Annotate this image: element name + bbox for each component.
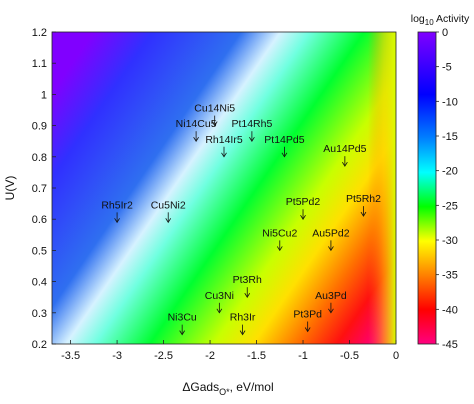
colorbar-tick-label: -45 xyxy=(442,339,458,351)
y-tick-label: 0.6 xyxy=(32,214,47,226)
colorbar-tick-label: 0 xyxy=(442,27,448,39)
annotation-label: Au3Pd xyxy=(315,290,347,302)
colorbar-tick-label: -15 xyxy=(442,131,458,143)
annotation-arrow-head xyxy=(328,308,334,314)
annotation-label: Pt3Pd xyxy=(293,309,322,321)
x-tick-label: -2.5 xyxy=(154,350,173,362)
x-tick-label: -2 xyxy=(205,350,215,362)
annotation-arrow-head xyxy=(300,214,306,220)
colorbar-tick-label: -40 xyxy=(442,304,458,316)
annotation-arrow-head xyxy=(193,136,199,142)
annotation-label: Cu3Ni xyxy=(205,290,234,302)
annotation-arrow-head xyxy=(249,136,255,142)
annotation-label: Cu14Ni5 xyxy=(194,103,235,115)
annotation-arrow-head xyxy=(221,152,227,158)
annotation-label: Ni3Cu xyxy=(168,312,197,324)
annotation-label: Pt3Rh xyxy=(233,274,262,286)
colorbar-tick-label: -35 xyxy=(442,270,458,282)
annotation-arrow-head xyxy=(342,161,348,167)
x-axis-label: ΔGadsO*, eV/mol xyxy=(182,380,273,397)
x-tick-label: -3 xyxy=(112,350,122,362)
annotation-layer: Cu14Ni5 Ni14Cu5 Pt14Rh5 Rh14Ir5 Pt14Pd5 Au14P… xyxy=(101,103,381,336)
annotation-label: Ni14Cu5 xyxy=(176,118,217,130)
annotation-arrow-head xyxy=(328,246,334,252)
x-tick-label: -0.5 xyxy=(340,350,359,362)
x-tick-label: -3.5 xyxy=(61,350,80,362)
annotation-label: Rh3Ir xyxy=(230,312,256,324)
colorbar-tick-label: -20 xyxy=(442,166,458,178)
annotation-label: Pt14Rh5 xyxy=(231,118,272,130)
colorbar-tick-label: -5 xyxy=(442,62,452,74)
annotation-arrow-head xyxy=(281,152,288,158)
annotation-arrow-head xyxy=(360,211,367,217)
x-tick-label: -1.5 xyxy=(247,350,266,362)
colorbar-tick-label: -10 xyxy=(442,96,458,108)
annotation-arrow-head xyxy=(114,218,120,224)
annotation-arrow-head xyxy=(165,218,172,224)
x-tick-label: -1 xyxy=(298,350,308,362)
y-tick-label: 0.7 xyxy=(32,183,47,195)
annotation-arrow-head xyxy=(211,121,218,127)
colorbar-tick-label: -30 xyxy=(442,235,458,247)
colorbar: log10 Activity 0 -5 -10 -15 -20 -25 -30 -35 -40 -… xyxy=(411,13,470,351)
annotation-label: Pt14Pd5 xyxy=(264,134,304,146)
annotation-label: Pt5Pd2 xyxy=(286,196,321,208)
y-axis: 0.2 0.3 0.4 0.5 0.6 0.7 0.8 0.9 1 1.1 1.2 xyxy=(32,27,56,351)
annotation-arrow-head xyxy=(276,246,283,252)
colorbar-gradient xyxy=(417,31,437,345)
y-axis-label: U(V) xyxy=(3,176,17,201)
colorbar-tick-label: -25 xyxy=(442,200,458,212)
annotation-arrow-head xyxy=(244,292,251,298)
annotation-arrow-head xyxy=(239,330,246,336)
annotation-label: Ni5Cu2 xyxy=(262,227,297,239)
y-tick-label: 0.9 xyxy=(32,121,47,133)
y-tick-label: 0.4 xyxy=(32,277,47,289)
annotation-label: Au5Pd2 xyxy=(312,227,350,239)
colorbar-title: log10 Activity xyxy=(411,13,470,27)
annotation-label: Cu5Ni2 xyxy=(151,199,186,211)
annotation-label: Pt5Rh2 xyxy=(346,193,381,205)
annotation-label: Rh14Ir5 xyxy=(205,134,243,146)
annotation-arrow-head xyxy=(179,330,186,336)
annotation-label: Rh5Ir2 xyxy=(101,199,133,211)
y-tick-label: 0.3 xyxy=(32,308,47,320)
y-tick-label: 0.2 xyxy=(32,339,47,351)
heatmap-surface xyxy=(52,32,396,344)
annotation-arrow-head xyxy=(304,327,311,333)
y-tick-label: 0.8 xyxy=(32,152,47,164)
colorbar-axis: 0 -5 -10 -15 -20 -25 -30 -35 -40 -45 xyxy=(436,27,458,351)
annotation-label: Au14Pd5 xyxy=(323,143,366,155)
y-tick-label: 1.1 xyxy=(32,58,47,70)
x-tick-label: 0 xyxy=(393,350,399,362)
annotation-arrow-head xyxy=(216,308,223,314)
y-tick-label: 0.5 xyxy=(32,245,47,257)
x-axis: -3.5 -3 -2.5 -2 -1.5 -1 -0.5 0 xyxy=(61,340,399,362)
y-tick-label: 1.2 xyxy=(32,27,47,39)
y-tick-label: 1 xyxy=(41,89,47,101)
